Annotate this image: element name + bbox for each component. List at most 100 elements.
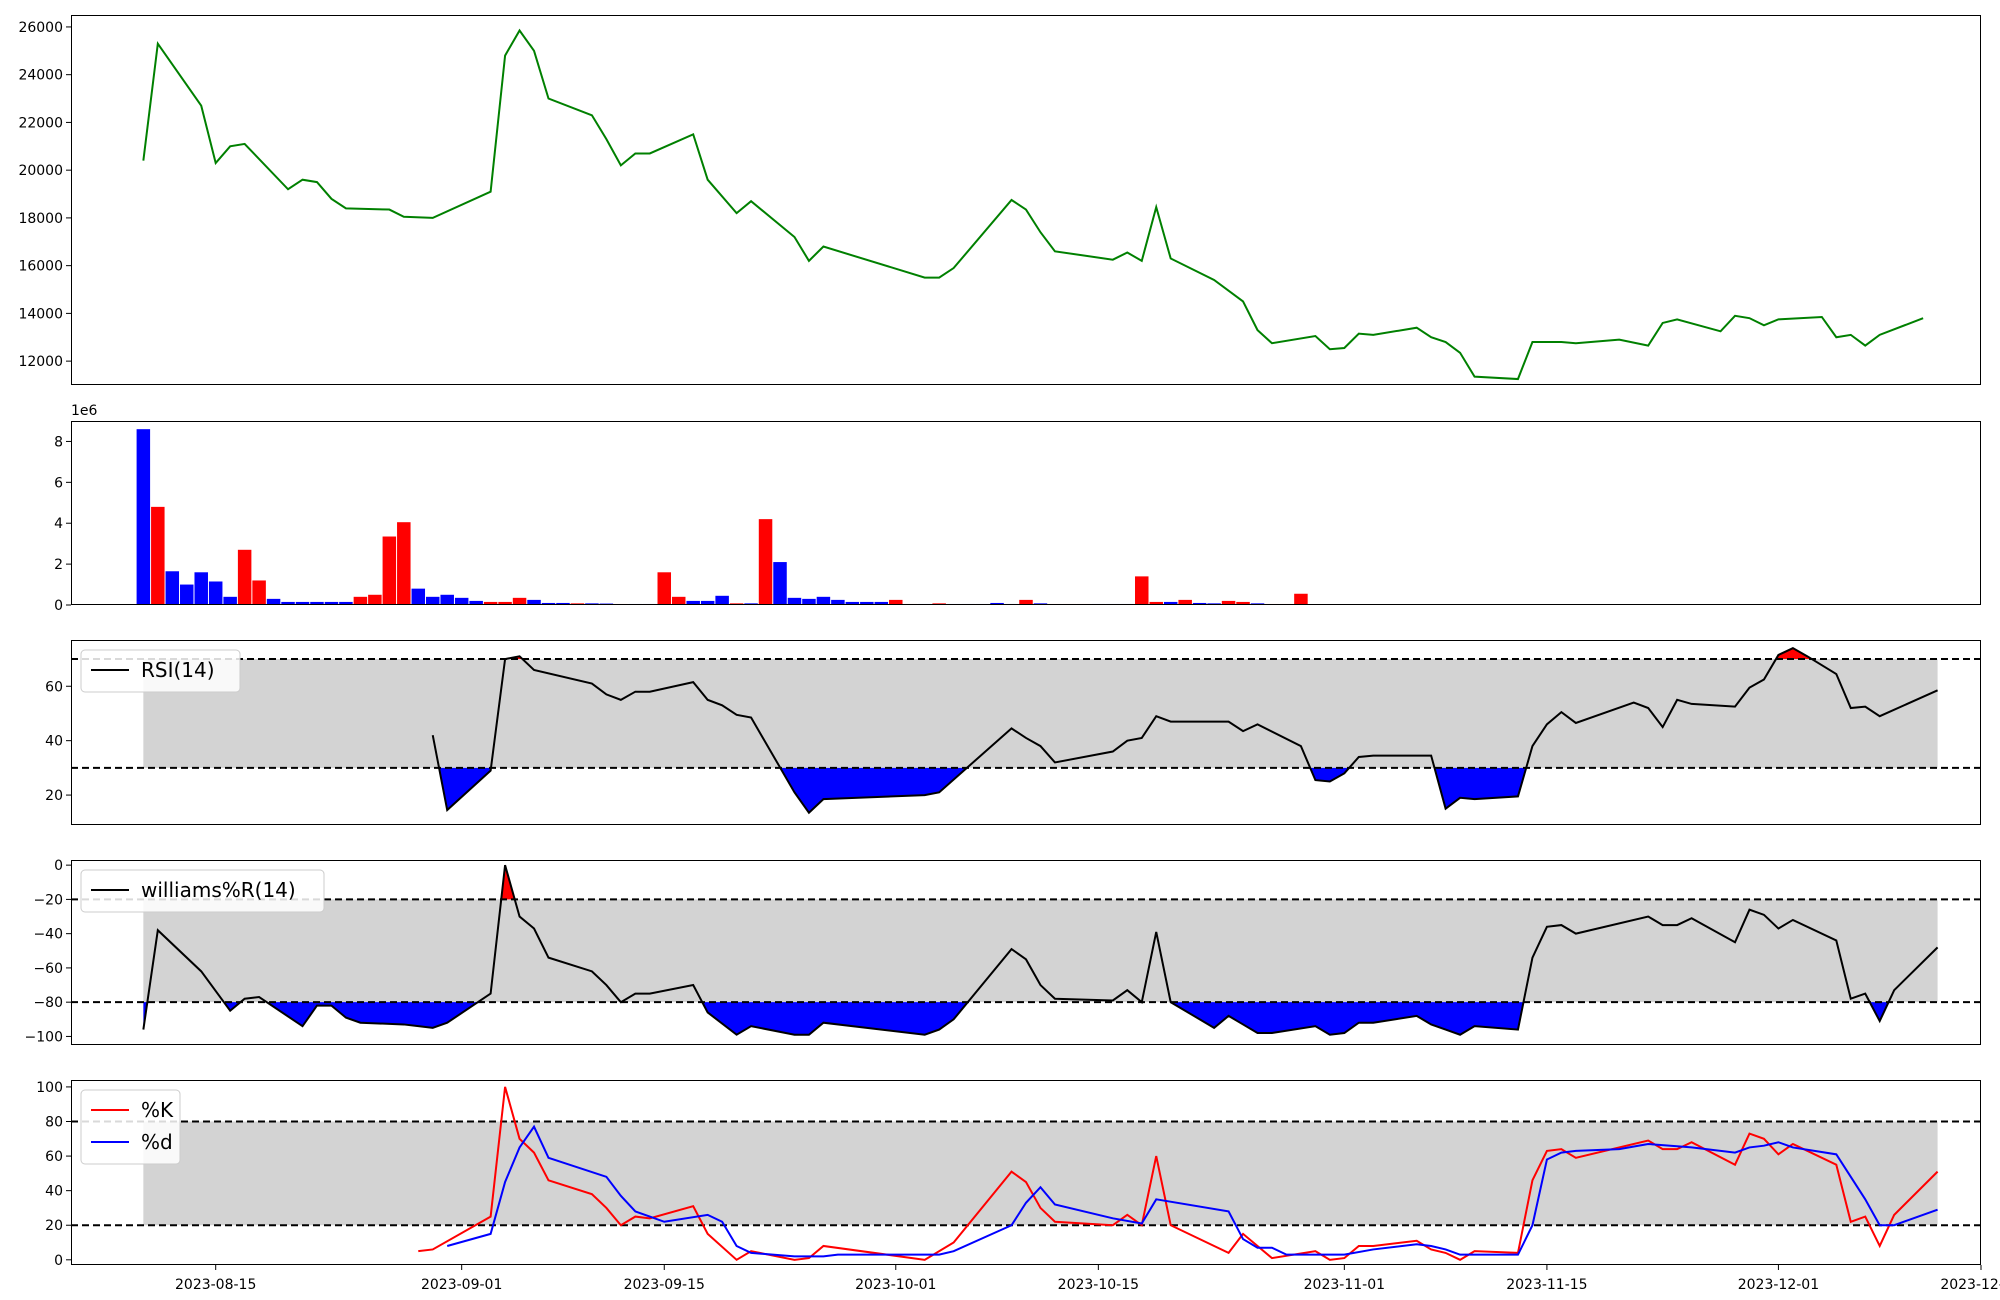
volume-bar — [512, 597, 527, 605]
williams-y-tick-label: −40 — [33, 927, 63, 943]
volume-bar — [1221, 600, 1236, 605]
volume-bar — [990, 602, 1004, 605]
volume-bar — [527, 599, 541, 605]
stochastic-y-axis: 0 20 40 60 80 100 — [36, 1080, 71, 1269]
volume-bar — [1135, 576, 1149, 605]
x-axis: 2023-08-15 2023-09-01 2023-09-15 2023-10-01… — [175, 1265, 2000, 1293]
volume-bar — [686, 600, 700, 605]
volume-y-tick-label: 0 — [54, 598, 63, 614]
volume-bar — [237, 549, 252, 605]
rsi-legend-box — [80, 649, 241, 693]
price-y-tick-label: 16000 — [18, 259, 63, 275]
x-tick-label: 2023-08-15 — [175, 1277, 256, 1293]
volume-y-tick-label: 6 — [54, 475, 63, 491]
volume-bar — [252, 580, 266, 605]
williams-neutral-band — [143, 899, 1938, 1003]
volume-bar — [541, 602, 556, 605]
price-y-tick-label: 14000 — [18, 306, 63, 322]
volume-bar — [874, 601, 889, 605]
volume-bar — [1019, 599, 1033, 605]
volume-y-tick-label: 8 — [54, 434, 63, 450]
volume-bar — [889, 599, 903, 605]
volume-bar — [425, 596, 440, 605]
rsi-y-tick-label: 60 — [45, 679, 63, 695]
williams-legend-label: williams%R(14) — [141, 878, 296, 902]
volume-bar — [758, 519, 773, 605]
x-tick-label: 2023-12-01 — [1738, 1277, 1819, 1293]
volume-bar — [1294, 593, 1308, 605]
volume-bar — [368, 594, 382, 605]
rsi-oversold-fill — [780, 767, 967, 813]
volume-bar — [498, 601, 512, 605]
volume-bar — [295, 601, 310, 605]
rsi-legend: RSI(14) — [80, 649, 241, 693]
volume-y-tick-label: 2 — [54, 557, 63, 573]
stochastic-neutral-band — [143, 1121, 1938, 1226]
volume-bar — [1236, 601, 1250, 605]
stochastic-series-line — [446, 1124, 1938, 1258]
williams-oversold-fill — [702, 1002, 968, 1035]
stochastic-frame — [71, 1080, 1981, 1265]
williams-y-tick-label: −60 — [33, 961, 63, 977]
volume-bar — [281, 601, 295, 605]
williams-oversold-fill — [1869, 1002, 1889, 1022]
x-tick-label: 2023-09-01 — [421, 1277, 502, 1293]
volume-bar — [1192, 602, 1207, 605]
volume-bar — [310, 601, 324, 605]
volume-y-axis: 0 2 4 6 8 — [54, 434, 71, 614]
x-tick-label: 2023-11-15 — [1506, 1277, 1587, 1293]
volume-bar — [1178, 599, 1192, 605]
stochastic-legend: %K %d — [80, 1089, 181, 1165]
price-y-axis: 12000 14000 16000 18000 20000 22000 24000 26000 — [18, 20, 71, 370]
stochastic-series-line — [418, 1086, 1939, 1262]
stochastic-y-tick-label: 100 — [36, 1080, 63, 1096]
volume-bar — [556, 602, 570, 605]
x-tick-label: 2023-12-15 — [1940, 1277, 2000, 1293]
rsi-y-tick-label: 40 — [45, 734, 63, 750]
volume-bar — [324, 601, 339, 605]
williams-oversold-fill — [266, 1002, 478, 1028]
x-tick-label: 2023-10-01 — [855, 1277, 936, 1293]
rsi-overbought-fill — [1776, 648, 1812, 660]
volume-bar — [339, 601, 353, 605]
williams-y-tick-label: −20 — [33, 892, 63, 908]
rsi-neutral-band — [143, 659, 1938, 768]
stochastic-y-tick-label: 0 — [54, 1253, 63, 1269]
volume-bar — [223, 596, 237, 605]
rsi-oversold-fill — [1434, 767, 1527, 809]
x-tick-label: 2023-10-15 — [1058, 1277, 1139, 1293]
volume-y-tick-label: 4 — [54, 516, 63, 532]
price-y-tick-label: 22000 — [18, 115, 63, 131]
price-y-tick-label: 20000 — [18, 163, 63, 179]
volume-bar — [657, 572, 672, 605]
volume-bar — [787, 597, 802, 605]
volume-bar — [382, 536, 397, 605]
williams-oversold-fill — [223, 1002, 241, 1011]
x-tick-label: 2023-11-01 — [1304, 1277, 1385, 1293]
rsi-y-axis: 20 40 60 — [45, 679, 71, 804]
volume-bar — [469, 600, 483, 605]
price-y-tick-label: 26000 — [18, 20, 63, 36]
volume-bar — [831, 599, 845, 605]
williams-y-tick-label: 0 — [54, 858, 63, 874]
volume-bar — [353, 596, 368, 605]
volume-bar — [151, 506, 165, 605]
volume-bar — [845, 601, 860, 605]
rsi-oversold-fill — [1310, 767, 1350, 782]
williams-oversold-fill — [1170, 1002, 1524, 1035]
volume-bar — [816, 596, 831, 605]
stochastic-legend-label: %K — [141, 1098, 174, 1122]
volume-bar — [715, 595, 729, 605]
rsi-legend-label: RSI(14) — [141, 658, 215, 682]
volume-bar — [1163, 601, 1178, 605]
williams-y-tick-label: −100 — [25, 1029, 63, 1045]
stochastic-y-tick-label: 80 — [45, 1114, 63, 1130]
x-tick-label: 2023-09-15 — [624, 1277, 705, 1293]
price-line — [142, 28, 1924, 381]
volume-bar — [180, 584, 194, 605]
williams-line — [142, 864, 1939, 1036]
volume-bar — [773, 562, 787, 605]
stochastic-y-tick-label: 20 — [45, 1218, 63, 1234]
volume-bar — [266, 598, 281, 605]
